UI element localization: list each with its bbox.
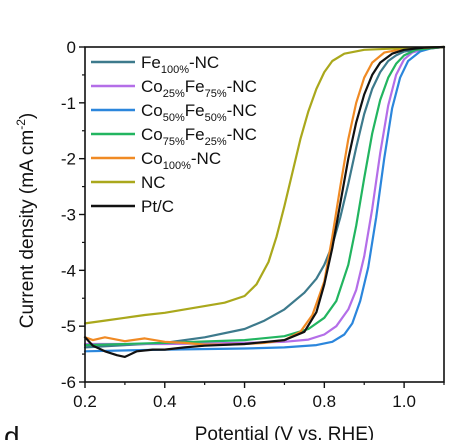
legend-label-part: -NC [227,101,257,120]
legend-label-subscript: 50% [163,112,185,124]
x-axis-title: Potential (V vs. RHE) [195,424,375,440]
y-tick-label: -6 [61,373,76,392]
legend-label-subscript: 50% [205,112,227,124]
legend-label-part: Co [141,101,163,120]
legend-label-part: -NC [189,53,219,72]
legend-label-subscript: 25% [205,136,227,148]
y-tick-label: -2 [61,150,76,169]
legend-label-part: NC [141,173,166,192]
series-line [83,45,446,347]
legend-label-subscript: 100% [163,160,191,172]
legend-label: Co75%Fe25%-NC [141,125,257,148]
legend-label-part: -NC [227,77,257,96]
y-tick-label: -3 [61,206,76,225]
legend: Fe100%-NCCo25%Fe75%-NCCo50%Fe50%-NCCo75%… [91,53,257,216]
y-axis-title-main: Current density (mA cm [17,130,38,329]
y-tick-label: -4 [61,261,76,280]
y-axis-title-end: ) [17,113,38,119]
y-tick-label: -1 [61,94,76,113]
axis-ticks: 0 -1 -2 -3 -4 -5 -60.2 0.4 0.6 0.8 1.0 [61,38,445,411]
y-tick-label: 0 [67,38,76,57]
legend-label-part: Pt/C [141,197,174,216]
legend-label-subscript: 75% [163,136,185,148]
series-line [83,45,446,346]
legend-label: Fe100%-NC [141,53,219,76]
legend-label-part: Fe [141,53,161,72]
legend-label-subscript: 75% [205,88,227,100]
legend-label: Co100%-NC [141,149,221,172]
x-tick-label: 0.4 [153,392,177,411]
x-tick-label: 1.0 [392,392,416,411]
legend-label-part: Fe [185,77,205,96]
series-lines [83,45,446,358]
legend-label-subscript: 25% [163,88,185,100]
series-line [83,45,446,349]
y-axis-title: Current density (mA cm-2) [14,113,38,329]
legend-label: Co50%Fe50%-NC [141,101,257,124]
legend-label-subscript: 100% [161,64,189,76]
legend-label: Co25%Fe75%-NC [141,77,257,100]
legend-label-part: Fe [185,125,205,144]
series-line [83,45,446,346]
plot-frame [84,46,445,383]
legend-label-part: Co [141,77,163,96]
y-axis-title-sup: -2 [14,119,28,130]
series-line [83,45,446,325]
legend-label: Pt/C [141,197,174,216]
x-tick-label: 0.2 [73,392,97,411]
legend-label-part: Co [141,125,163,144]
y-tick-label: -5 [61,317,76,336]
legend-label: NC [141,173,166,192]
panel-letter: d [4,421,20,440]
x-tick-label: 0.6 [233,392,257,411]
series-line [83,45,446,353]
legend-label-part: -NC [191,149,221,168]
x-tick-label: 0.8 [313,392,337,411]
legend-label-part: Co [141,149,163,168]
legend-label-part: -NC [227,125,257,144]
legend-label-part: Fe [185,101,205,120]
series-line [83,45,446,358]
